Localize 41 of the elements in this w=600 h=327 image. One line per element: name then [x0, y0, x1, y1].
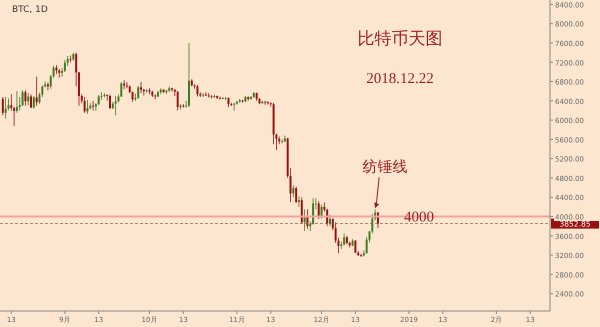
candlestick: [295, 186, 298, 204]
candlestick: [298, 196, 300, 208]
candlestick: [2, 96, 4, 116]
candlestick: [103, 92, 106, 98]
candlestick: [36, 76, 38, 106]
candlestick: [86, 99, 88, 114]
candlestick: [354, 240, 356, 254]
candlestick: [137, 85, 140, 100]
candlestick: [180, 103, 182, 110]
candlestick: [233, 102, 236, 111]
candlestick: [64, 59, 66, 72]
candlestick: [202, 92, 204, 98]
text: 比特币天图: [358, 29, 442, 49]
text: 2018.12.22: [366, 71, 434, 87]
candlestick: [300, 196, 303, 224]
candlestick: [24, 90, 26, 106]
candlestick: [154, 94, 156, 100]
candlestick: [32, 96, 35, 109]
candlestick: [30, 94, 32, 108]
candlestick: [27, 92, 30, 106]
candlestick: [92, 100, 94, 111]
candlestick: [292, 184, 294, 198]
candlestick: [318, 200, 320, 220]
candlestick: [343, 232, 346, 246]
candlestick: [210, 94, 213, 99]
candlestick: [176, 90, 179, 111]
candlestick: [227, 97, 230, 108]
candlestick: [4, 96, 7, 120]
candlestick: [16, 90, 18, 114]
candlestick: [360, 253, 362, 258]
candlestick: [126, 82, 128, 89]
candlestick: [213, 94, 216, 98]
ref-line-label: 4000: [404, 210, 434, 226]
annotation: 纺锤线: [362, 157, 408, 176]
candlestick: [84, 96, 86, 114]
candlestick: [109, 94, 111, 110]
candlestick: [204, 92, 207, 96]
candlestick: [123, 80, 126, 90]
annotation: BTC, 1D: [12, 5, 48, 15]
candlestick: [196, 84, 198, 97]
candlestick: [22, 90, 24, 107]
